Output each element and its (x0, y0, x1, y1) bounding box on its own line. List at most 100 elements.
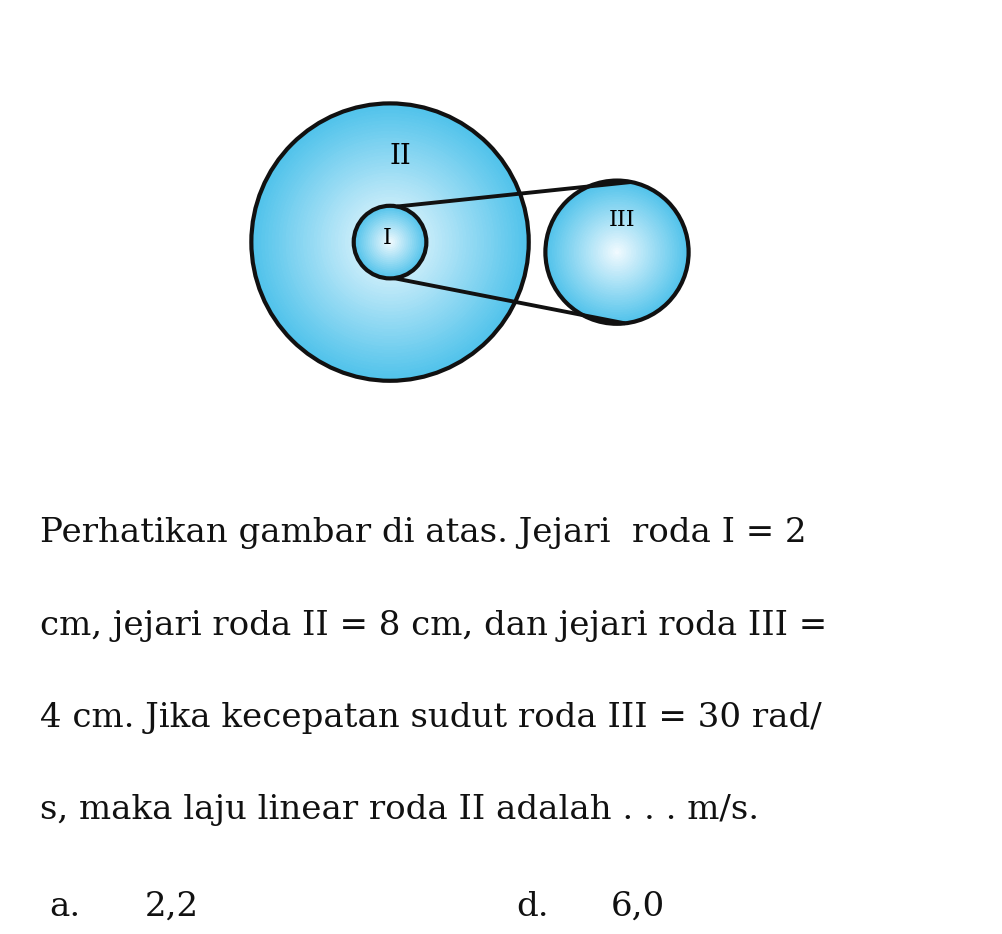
Circle shape (598, 234, 635, 271)
Circle shape (615, 250, 618, 254)
Circle shape (557, 192, 676, 312)
Circle shape (371, 222, 410, 262)
Circle shape (376, 228, 404, 256)
Circle shape (586, 221, 647, 283)
Circle shape (589, 224, 645, 280)
Circle shape (373, 224, 408, 260)
Circle shape (574, 209, 659, 295)
Circle shape (384, 235, 397, 248)
Circle shape (360, 211, 421, 273)
Circle shape (335, 187, 445, 297)
Text: Perhatikan gambar di atas. Jejari  roda I = 2: Perhatikan gambar di atas. Jejari roda I… (40, 517, 807, 549)
Circle shape (548, 183, 686, 321)
Circle shape (579, 215, 654, 290)
Circle shape (321, 173, 459, 311)
Circle shape (266, 118, 515, 367)
Circle shape (363, 215, 417, 269)
Circle shape (283, 134, 497, 349)
Circle shape (565, 200, 669, 304)
Circle shape (252, 104, 529, 381)
Text: III: III (609, 209, 635, 231)
Circle shape (545, 180, 688, 324)
Circle shape (613, 248, 621, 256)
Circle shape (280, 132, 501, 353)
Circle shape (363, 215, 417, 269)
Circle shape (596, 232, 638, 273)
Circle shape (346, 197, 435, 287)
Circle shape (273, 124, 508, 360)
Circle shape (356, 208, 424, 276)
Circle shape (301, 152, 480, 332)
Circle shape (594, 229, 640, 276)
Circle shape (378, 230, 402, 254)
Circle shape (584, 219, 650, 285)
Circle shape (388, 239, 393, 245)
Circle shape (356, 207, 425, 276)
Circle shape (384, 235, 397, 248)
Circle shape (601, 236, 633, 268)
Circle shape (553, 188, 681, 317)
Circle shape (311, 163, 470, 321)
Text: I: I (383, 227, 392, 249)
Circle shape (374, 225, 407, 259)
Circle shape (255, 106, 525, 377)
Circle shape (555, 191, 679, 314)
Circle shape (353, 205, 428, 279)
Circle shape (560, 195, 674, 309)
Circle shape (591, 227, 642, 277)
Text: a.: a. (49, 891, 81, 923)
Circle shape (569, 205, 664, 300)
Circle shape (328, 180, 452, 304)
Circle shape (382, 234, 398, 250)
Circle shape (297, 149, 483, 335)
Circle shape (386, 237, 395, 247)
Circle shape (314, 166, 466, 318)
Text: d.: d. (516, 891, 549, 923)
Circle shape (380, 232, 400, 252)
Text: 6,0: 6,0 (611, 891, 665, 923)
Circle shape (562, 197, 671, 307)
Circle shape (603, 239, 630, 265)
Circle shape (381, 233, 400, 252)
Circle shape (349, 201, 431, 283)
Circle shape (318, 170, 463, 315)
Circle shape (269, 120, 511, 363)
Circle shape (387, 239, 393, 245)
Circle shape (276, 128, 504, 357)
Circle shape (606, 241, 628, 263)
Circle shape (290, 142, 490, 343)
Circle shape (325, 177, 456, 307)
Text: 2,2: 2,2 (144, 891, 199, 923)
Circle shape (377, 229, 403, 255)
Circle shape (390, 241, 391, 243)
Circle shape (550, 186, 683, 318)
Circle shape (354, 205, 427, 278)
Circle shape (577, 212, 657, 292)
Circle shape (572, 207, 662, 297)
Circle shape (370, 222, 410, 262)
Circle shape (367, 219, 413, 265)
Circle shape (339, 191, 442, 293)
Text: II: II (389, 143, 411, 170)
Circle shape (567, 203, 667, 302)
Circle shape (608, 244, 625, 261)
Circle shape (582, 217, 652, 288)
Circle shape (369, 220, 412, 263)
Circle shape (307, 159, 473, 325)
Text: 4 cm. Jika kecepatan sudut roda III = 30 rad/: 4 cm. Jika kecepatan sudut roda III = 30… (40, 702, 822, 734)
Text: cm, jejari roda II = 8 cm, dan jejari roda III =: cm, jejari roda II = 8 cm, dan jejari ro… (40, 610, 828, 642)
Circle shape (304, 156, 477, 329)
Circle shape (611, 246, 623, 259)
Circle shape (360, 211, 421, 273)
Circle shape (262, 114, 518, 371)
Circle shape (287, 138, 494, 346)
Circle shape (342, 194, 438, 290)
Circle shape (332, 184, 449, 301)
Circle shape (358, 209, 423, 275)
Circle shape (367, 219, 414, 266)
Circle shape (294, 145, 487, 339)
Circle shape (361, 213, 419, 271)
Text: s, maka laju linear roda II adalah . . . m/s.: s, maka laju linear roda II adalah . . .… (40, 794, 760, 827)
Circle shape (365, 217, 415, 267)
Circle shape (259, 110, 522, 374)
